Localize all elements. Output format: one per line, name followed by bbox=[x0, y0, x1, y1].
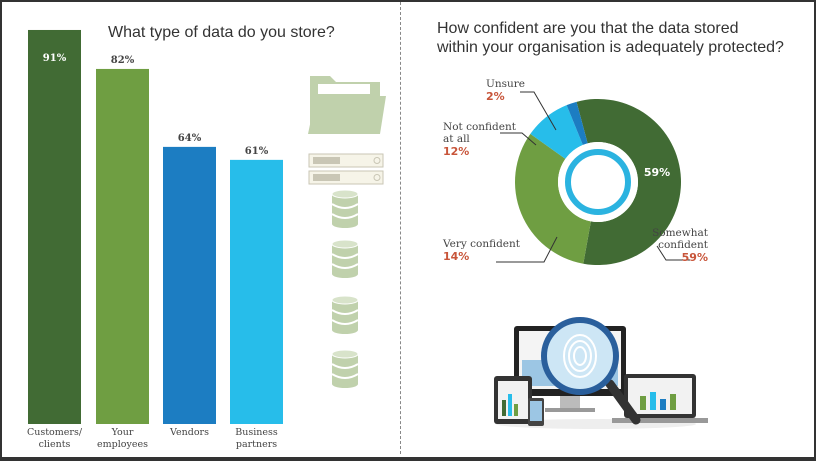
folder-icon bbox=[308, 76, 386, 134]
bar-category-label: Customers/ bbox=[27, 427, 83, 438]
bar-chart-title: What type of data do you store? bbox=[108, 24, 335, 41]
leader-line bbox=[496, 236, 558, 263]
bar-category-label: Vendors bbox=[169, 427, 209, 438]
database-icon bbox=[331, 189, 359, 228]
bar-category-label: Business bbox=[235, 427, 278, 438]
pie-center-label: 59% bbox=[644, 166, 670, 179]
bar-value-label: 82% bbox=[111, 55, 135, 66]
bar-value-label: 64% bbox=[178, 133, 202, 144]
leader-line bbox=[656, 245, 690, 261]
pie-slice bbox=[566, 101, 588, 145]
leader-line bbox=[520, 91, 557, 131]
bar-value-label: 91% bbox=[43, 53, 67, 64]
fingerprint-magnifier-devices-icon bbox=[494, 317, 708, 429]
bar-value-label: 61% bbox=[245, 146, 269, 157]
bar bbox=[230, 159, 283, 424]
bar bbox=[163, 146, 216, 424]
database-icon bbox=[331, 295, 359, 334]
pie-value-label: 14% bbox=[443, 250, 469, 263]
bar-category-label: clients bbox=[39, 439, 71, 450]
pie-slice-label: confident bbox=[658, 239, 709, 251]
bar bbox=[28, 29, 81, 424]
pie-value-label: 2% bbox=[486, 90, 505, 103]
pie-chart-title-line1: How confident are you that the data stor… bbox=[437, 20, 739, 37]
donut-ring bbox=[565, 149, 631, 215]
database-icon bbox=[331, 239, 359, 278]
section-divider bbox=[400, 2, 401, 454]
bar-category-label: employees bbox=[97, 439, 148, 450]
pie-slice-label: Not confident bbox=[443, 121, 517, 133]
pie-slice bbox=[576, 98, 681, 265]
pie-value-label: 12% bbox=[443, 145, 469, 158]
pie-slice-label: Unsure bbox=[486, 78, 525, 90]
pie-slice-label: Somewhat bbox=[652, 227, 709, 239]
pie-slice bbox=[530, 105, 583, 159]
bar bbox=[96, 68, 149, 424]
pie-slice-label: Very confident bbox=[442, 238, 521, 250]
bar-category-label: partners bbox=[236, 439, 277, 450]
server-icon bbox=[308, 153, 384, 185]
bar-category-label: Your bbox=[111, 427, 134, 438]
database-icon bbox=[331, 349, 359, 388]
pie-slice bbox=[515, 133, 591, 264]
pie-value-label: 59% bbox=[682, 251, 708, 264]
leader-line bbox=[500, 132, 537, 146]
pie-chart-title-line2: within your organisation is adequately p… bbox=[437, 39, 784, 56]
pie-slice-label: at all bbox=[443, 133, 470, 145]
